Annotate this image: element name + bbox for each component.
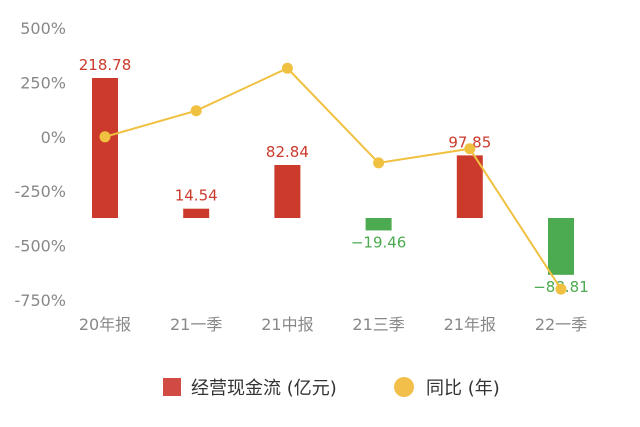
x-tick-label: 20年报 — [79, 315, 131, 334]
yoy-point[interactable] — [464, 143, 476, 155]
x-tick-label: 22一季 — [535, 315, 587, 334]
y-tick-label: 0% — [41, 128, 66, 147]
bar-data-label: 14.54 — [175, 187, 218, 205]
legend: 经营现金流 (亿元) 同比 (年) — [0, 372, 640, 402]
yoy-point[interactable] — [555, 283, 567, 295]
legend-swatch-cashflow — [163, 378, 181, 396]
legend-label-cashflow: 经营现金流 (亿元) — [191, 378, 337, 399]
yoy-point[interactable] — [281, 62, 293, 74]
yoy-point[interactable] — [99, 131, 111, 143]
bar[interactable] — [548, 218, 574, 275]
y-tick-label: -750% — [14, 291, 66, 310]
y-tick-label: 250% — [20, 73, 66, 92]
x-tick-label: 21一季 — [170, 315, 222, 334]
yoy-point[interactable] — [190, 105, 202, 117]
legend-item-yoy[interactable]: 同比 (年) — [394, 372, 500, 402]
bars — [92, 78, 574, 275]
bar[interactable] — [183, 208, 210, 218]
x-axis-labels: 20年报 21一季 21中报 21三季 21年报 22一季 — [79, 315, 587, 334]
bar-data-label: 218.78 — [79, 56, 132, 74]
bar-data-label: −19.46 — [351, 233, 407, 251]
yoy-line — [99, 62, 567, 295]
chart: 500% 250% 0% -250% -500% -750% 218.78 14.54 82.… — [14, 19, 589, 334]
y-tick-label: 500% — [20, 19, 66, 38]
y-tick-label: -500% — [14, 237, 66, 256]
legend-item-cashflow[interactable]: 经营现金流 (亿元) — [163, 372, 337, 402]
bar[interactable] — [456, 155, 483, 218]
bar[interactable] — [274, 164, 301, 218]
x-tick-label: 21年报 — [444, 315, 496, 334]
y-axis-ticks: 500% 250% 0% -250% -500% -750% — [14, 19, 66, 310]
bar-data-label: 97.85 — [448, 133, 491, 151]
bar-data-label: 82.84 — [266, 143, 309, 161]
y-tick-label: -250% — [14, 182, 66, 201]
x-tick-label: 21三季 — [352, 315, 404, 334]
x-tick-label: 21中报 — [261, 315, 313, 334]
bar[interactable] — [92, 78, 118, 218]
legend-dot-yoy — [394, 377, 414, 397]
bar[interactable] — [365, 218, 392, 231]
yoy-point[interactable] — [373, 157, 385, 169]
yoy-line-path — [104, 67, 562, 290]
legend-label-yoy: 同比 (年) — [426, 378, 500, 399]
